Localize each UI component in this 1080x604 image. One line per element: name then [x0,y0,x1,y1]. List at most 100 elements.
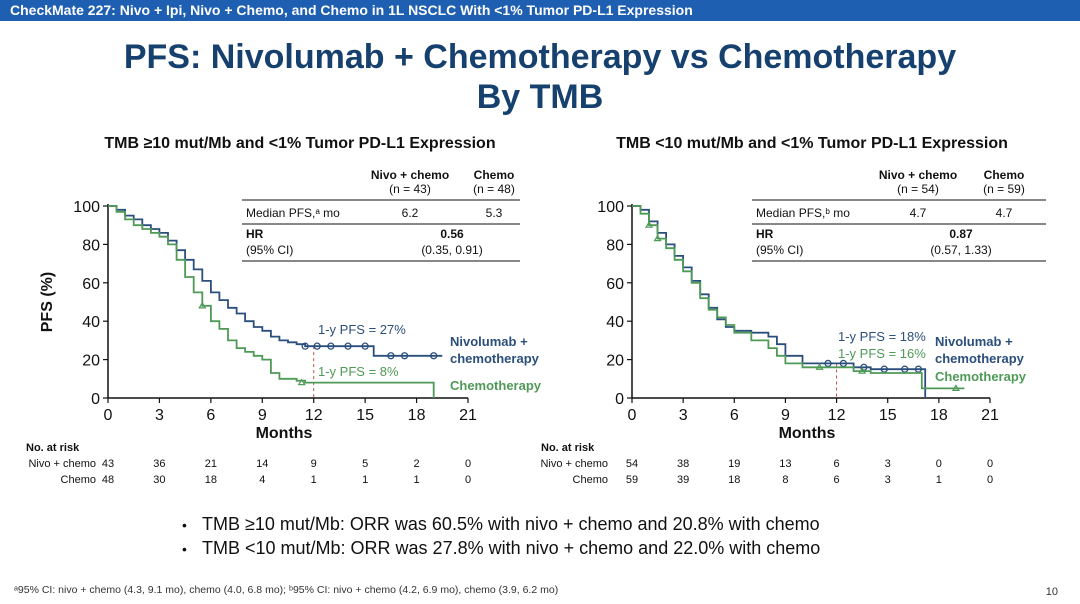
x-axis-label: Months [256,425,313,442]
at-risk-value: 30 [153,474,165,486]
censor-mark [198,301,207,309]
x-tick-label: 3 [155,407,164,424]
at-risk-value: 43 [102,458,114,470]
pfs-annotation: 1-y PFS = 27% [318,322,406,337]
table-median-value: 4.7 [910,206,927,220]
censor-mark [387,352,395,360]
censor-mark [858,366,867,374]
series-label: Chemotherapy [450,378,542,393]
series-label: Chemotherapy [935,369,1027,384]
y-tick-label: 80 [82,237,100,254]
series-label: chemotherapy [450,351,540,366]
bullet-text: TMB <10 mut/Mb: ORR was 27.8% with nivo … [202,538,821,558]
x-tick-label: 21 [981,407,999,424]
km-panel: TMB <10 mut/Mb and <1% Tumor PD-L1 Expre… [540,135,1046,486]
x-tick-label: 15 [879,407,897,424]
series-label: chemotherapy [935,351,1025,366]
x-tick-label: 3 [679,407,688,424]
table-col-header-n: (n = 54) [897,182,939,196]
y-tick-label: 0 [91,391,100,408]
at-risk-value: 59 [626,474,638,486]
at-risk-value: 38 [677,458,689,470]
table-col-header-n: (n = 43) [389,182,431,196]
y-tick-label: 20 [606,353,624,370]
panel-title: TMB ≥10 mut/Mb and <1% Tumor PD-L1 Expre… [104,135,495,152]
table-col-header-n: (n = 48) [473,182,515,196]
at-risk-value: 36 [153,458,165,470]
censor-mark [344,342,352,350]
x-tick-label: 15 [356,407,374,424]
at-risk-label: No. at risk [26,442,80,454]
at-risk-value: 54 [626,458,638,470]
series-chemo-line [108,205,435,398]
censor-mark [297,378,306,386]
table-row-label: Median PFS,ᵇ mo [756,206,850,220]
at-risk-value: 1 [311,474,317,486]
x-tick-label: 9 [258,407,267,424]
x-tick-label: 12 [305,407,323,424]
header-banner-text: CheckMate 227: Nivo + Ipi, Nivo + Chemo,… [10,2,693,18]
at-risk-value: 2 [414,458,420,470]
y-tick-label: 80 [606,237,624,254]
series-chemo-line [632,205,965,390]
pfs-annotation: 1-y PFS = 8% [318,364,399,379]
at-risk-value: 14 [256,458,268,470]
table-hr-value: 0.87 [949,227,973,241]
at-risk-value: 4 [259,474,265,486]
censor-mark [400,352,409,360]
table-row-label: Median PFS,ᵃ mo [246,206,340,220]
table-hr-value: 0.56 [440,227,464,241]
pfs-annotation: 1-y PFS = 18% [838,329,926,344]
at-risk-value: 18 [205,474,217,486]
at-risk-value: 19 [728,458,740,470]
table-col-header: Nivo + chemo [371,168,449,182]
bullet-dot: • [182,541,187,557]
y-tick-label: 40 [606,314,624,331]
at-risk-value: 3 [885,474,891,486]
y-tick-label: 60 [82,276,100,293]
at-risk-row-name: Nivo + chemo [28,458,96,470]
at-risk-row-name: Chemo [573,474,608,486]
table-median-value: 4.7 [996,206,1013,220]
page-number: 10 [1045,586,1058,598]
table-ci-label: (95% CI) [246,243,293,257]
table-ci-value: (0.57, 1.33) [930,243,991,257]
at-risk-value: 1 [936,474,942,486]
x-tick-label: 21 [459,407,477,424]
x-tick-label: 18 [408,407,426,424]
table-median-value: 6.2 [402,206,419,220]
header-banner: CheckMate 227: Nivo + Ipi, Nivo + Chemo,… [0,0,1080,21]
table-ci-label: (95% CI) [756,243,803,257]
at-risk-value: 0 [465,474,471,486]
table-col-header: Chemo [984,168,1025,182]
panel-title: TMB <10 mut/Mb and <1% Tumor PD-L1 Expre… [616,135,1008,152]
x-axis-label: Months [779,425,836,442]
censor-mark [361,342,369,350]
at-risk-value: 0 [936,458,942,470]
bullet-list: • TMB ≥10 mut/Mb: ORR was 60.5% with nivo… [182,512,820,560]
at-risk-label: No. at risk [541,442,595,454]
x-tick-label: 12 [828,407,846,424]
table-col-header: Nivo + chemo [879,168,957,182]
at-risk-value: 8 [782,474,788,486]
y-tick-label: 100 [73,199,100,216]
at-risk-value: 3 [885,458,891,470]
table-median-value: 5.3 [486,206,503,220]
y-axis-label: PFS (%) [39,272,56,332]
censor-mark [951,384,960,391]
at-risk-value: 1 [362,474,368,486]
censor-mark [301,342,309,350]
at-risk-value: 9 [311,458,317,470]
x-tick-label: 6 [730,407,739,424]
censor-mark [644,221,654,228]
at-risk-value: 21 [205,458,217,470]
table-col-header-n: (n = 59) [983,182,1025,196]
slide-title-line1: PFS: Nivolumab + Chemotherapy vs Chemoth… [123,38,957,76]
series-label: Nivolumab + [935,334,1013,349]
censor-mark [815,363,824,370]
table-hr-label: HR [246,227,264,241]
bullet-item: • TMB ≥10 mut/Mb: ORR was 60.5% with nivo… [182,512,820,536]
censor-mark [653,234,662,242]
series-label: Nivolumab + [450,334,528,349]
